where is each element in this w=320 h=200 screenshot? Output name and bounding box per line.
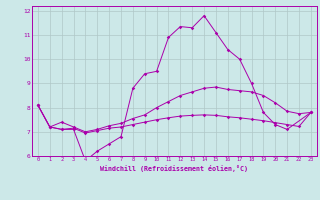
X-axis label: Windchill (Refroidissement éolien,°C): Windchill (Refroidissement éolien,°C) bbox=[100, 165, 248, 172]
